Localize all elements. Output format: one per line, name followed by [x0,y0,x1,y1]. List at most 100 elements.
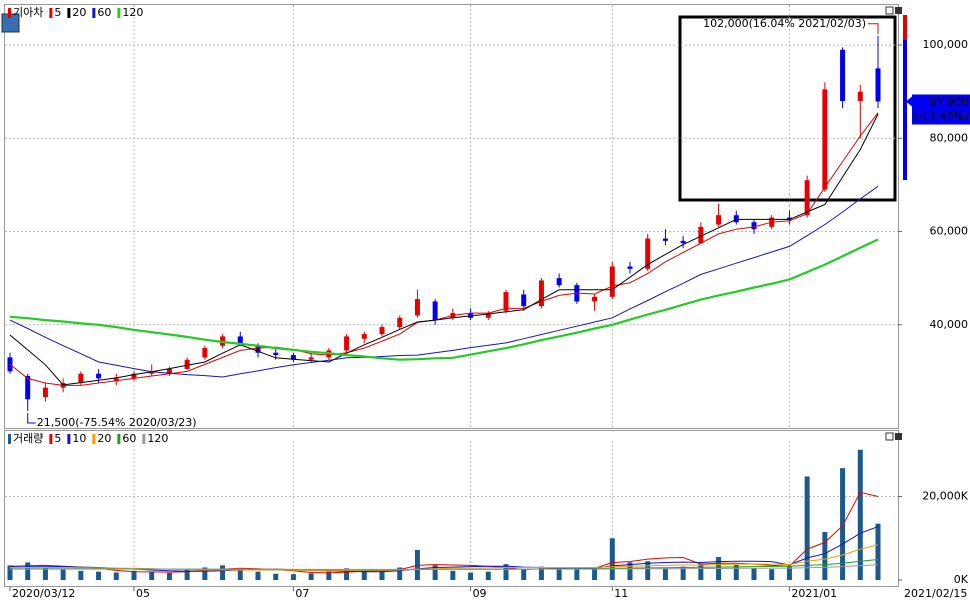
last-price-label: 87,900 [930,95,969,108]
legend-swatch [92,434,96,444]
volume-bar [202,567,208,580]
annotation-label: 102,000(16.04% 2021/02/03) [703,17,866,30]
panel-button[interactable] [885,6,894,15]
volume-bar [645,561,651,580]
ma-line [10,564,879,570]
legend-label: 5 [54,432,61,445]
volume-bar [255,571,261,580]
volume-bar [733,564,739,580]
volume-bar [857,449,863,580]
volume-bar [521,569,527,580]
ma-line [9,491,879,574]
volume-bar [96,571,102,580]
candle-body [42,387,48,398]
candle-body [680,240,686,244]
range-bar [903,15,907,40]
candle-body [627,266,633,269]
panel-button[interactable] [895,433,902,440]
volume-bar [786,566,792,580]
candle-body [538,280,544,307]
candle-body [308,357,314,360]
legend-swatch [67,8,71,18]
volume-bar [308,573,314,580]
volume-bar [290,574,296,580]
volume-bar [840,468,846,580]
candle-body [414,299,420,316]
annotation-leader [27,412,36,424]
candle-body [255,345,261,353]
candle-body [804,180,810,216]
candle-body [379,327,385,335]
candle-body [698,226,704,244]
candle-body [7,357,13,372]
ma-line [9,112,879,386]
last-price-pointer [906,96,912,107]
volume-bar [60,569,66,580]
legend-swatch [49,8,53,18]
volume-bar [538,566,544,580]
candle-body [166,369,172,374]
volume-bar [361,569,367,580]
ma-line [9,185,879,378]
volume-bar [804,476,810,580]
legend-swatch [8,8,11,18]
x-tick-label: 05 [136,587,150,600]
legend-label: 20 [72,6,86,19]
x-tick-label: 07 [295,587,309,600]
volume-bar [574,568,580,580]
volume-bar [149,572,155,580]
candle-body [662,238,668,241]
candle-body [361,334,367,339]
candle-body [751,222,757,230]
x-tick-label: 2021/01 [791,587,837,600]
volume-bar [627,562,633,580]
x-tick-label: 11 [614,587,628,600]
candle-body [78,373,84,384]
volume-bar [273,573,279,580]
panel-button[interactable] [885,432,894,441]
volume-bar [7,565,13,580]
candle-body [149,371,155,374]
candle-body [645,238,651,269]
legend-label: 거래량 [13,432,43,445]
legend-label: 120 [122,6,143,19]
highlight-box [678,15,897,202]
x-tick-label: 2020/03/12 [12,587,75,600]
legend-label: 120 [147,432,168,445]
price-panel [4,4,899,429]
y-tick-label: 40,000 [930,318,969,331]
legend-swatch [117,8,121,18]
candle-body [556,278,562,286]
candle-body [875,68,881,102]
volume-bar [556,569,562,580]
annotation-leader [868,23,879,34]
volume-bar [220,565,226,580]
volume-bar [42,567,48,580]
legend-swatch [49,434,53,444]
candle-body [592,296,598,302]
y-tick-label: 0K [954,573,969,586]
candle-body [202,348,208,358]
volume-bar [822,531,828,580]
ma-line [10,526,879,573]
volume-bar [680,566,686,580]
volume-bar [237,569,243,580]
volume-bar [751,568,757,580]
panel-button[interactable] [895,7,902,14]
candle-body [609,266,615,297]
legend-label: 60 [122,432,136,445]
candle-body [273,352,279,356]
legend-label: 5 [54,6,61,19]
volume-bar [769,569,775,580]
legend-label: 60 [97,6,111,19]
candle-body [432,301,438,321]
volume-bar [113,572,119,580]
volume-bar [468,572,474,580]
volume-bar [78,570,84,580]
candle-body [25,376,31,400]
volume-bar [609,538,615,580]
legend-swatch [117,434,121,444]
ma-line [9,113,879,386]
volume-bar [485,571,491,580]
